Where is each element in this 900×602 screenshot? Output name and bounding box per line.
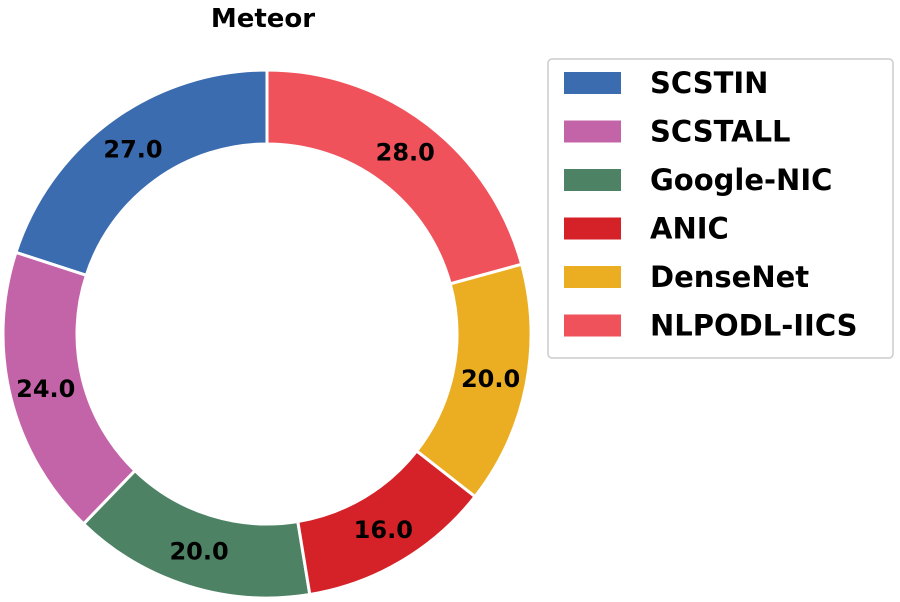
legend-frame — [547, 58, 894, 359]
slice-label-nlpodl-iics: 28.0 — [376, 139, 435, 167]
legend-swatch-scstin — [564, 72, 621, 94]
legend-label-scstin: SCSTIN — [650, 66, 768, 100]
slice-google-nic — [81, 468, 312, 600]
legend-swatch-nlpodl-iics — [564, 314, 621, 337]
slice-label-anic: 16.0 — [354, 516, 413, 544]
slice-scstin — [14, 68, 269, 278]
slice-label-densenet: 20.0 — [461, 365, 520, 393]
legend-swatch-google-nic — [564, 169, 621, 191]
legend-label-anic: ANIC — [650, 212, 729, 246]
slice-label-scstall: 24.0 — [16, 375, 75, 403]
legend-label-densenet: DenseNet — [650, 260, 809, 294]
legend-swatch-anic — [564, 217, 621, 240]
legend-label-nlpodl-iics: NLPODL-IICS — [650, 309, 858, 343]
slice-label-scstin: 27.0 — [103, 136, 162, 164]
chart-title: Meteor — [211, 4, 315, 34]
legend-swatch-densenet — [564, 266, 621, 288]
legend-label-scstall: SCSTALL — [650, 115, 791, 149]
slice-nlpodl-iics — [265, 68, 524, 286]
slice-labels: 27.0 24.0 20.0 16.0 20.0 28.0 — [16, 136, 520, 566]
legend-label-google-nic: Google-NIC — [650, 163, 832, 197]
legend-swatch-scstall — [564, 120, 621, 143]
donut-slices — [1, 68, 533, 600]
legend: SCSTIN SCSTALL Google-NIC ANIC DenseNet NLPOD… — [547, 58, 894, 359]
slice-label-google-nic: 20.0 — [169, 538, 228, 566]
